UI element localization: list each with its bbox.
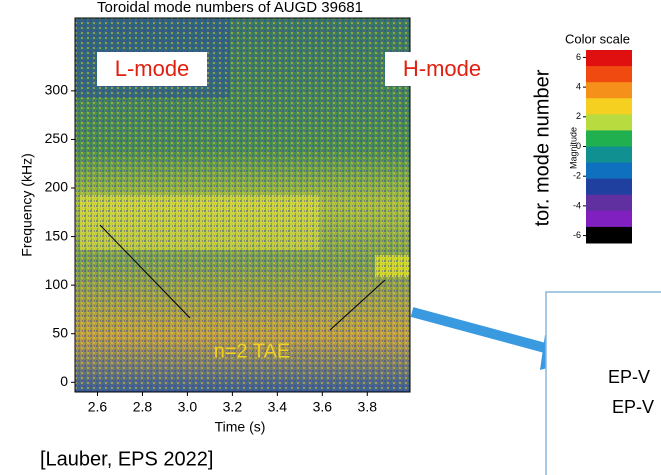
colorbar-label: Magnitude [568,127,578,169]
colorbar-swatch [586,226,632,244]
colorbar-tick-label: -4 [573,200,581,210]
colorbar-swatch [586,162,632,180]
label-box [385,52,500,86]
colorbar-tick-label: 2 [576,111,581,121]
colorbar-swatch [586,130,632,147]
plot-frame [74,17,411,393]
y-tick-label: 200 [45,179,69,195]
y-tick-label: 0 [60,373,68,389]
colorbar-swatch [586,194,632,212]
colorbar-tick-label: -6 [573,230,581,240]
side-box-text: EP-V [612,397,654,417]
colorbar-swatch [586,178,632,196]
y-tick-label: 100 [45,276,69,292]
spectrogram [75,18,410,392]
x-tick-label: 3.2 [223,399,243,415]
annotation: H-mode [403,56,481,81]
x-tick-label: 3.4 [268,399,288,415]
x-tick-label: 3.0 [178,399,198,415]
y-tick-label: 150 [45,227,69,243]
y-tick-label: 250 [45,130,69,146]
colorbar-swatch [586,50,632,67]
colorbar-tick-label: 6 [576,52,581,62]
colorbar-swatch [586,210,632,228]
arrow [410,307,562,357]
x-tick-label: 2.6 [88,399,108,415]
colorbar-swatch [586,66,632,83]
chart-title: Toroidal mode numbers of AUGD 39681 [97,0,363,16]
y-tick-label: 300 [45,82,69,98]
side-box-text: EP-V [608,367,650,387]
colorbar-tick-label: -2 [573,171,581,181]
x-axis-label: Time (s) [215,419,266,435]
colorbar-swatch [586,98,632,115]
colorbar-title: Color scale [565,31,630,46]
x-tick-label: 3.8 [358,399,378,415]
label-box [97,52,207,86]
side-box [545,291,661,475]
y-tick-label: 50 [52,324,68,340]
annotation: L-mode [115,56,190,81]
colorbar-tick-label: 0 [576,141,581,151]
colorbar-axis-label: tor. mode number [531,69,553,226]
citation: [Lauber, EPS 2022] [40,448,213,470]
x-tick-label: 2.8 [133,399,153,415]
x-tick-label: 3.6 [313,399,333,415]
annotation: n=2 TAE [214,340,291,362]
y-axis-label: Frequency (kHz) [19,153,35,256]
colorbar-swatch [586,82,632,99]
colorbar-swatch [586,114,632,131]
colorbar-swatch [586,146,632,164]
colorbar-tick-label: 4 [576,81,581,91]
